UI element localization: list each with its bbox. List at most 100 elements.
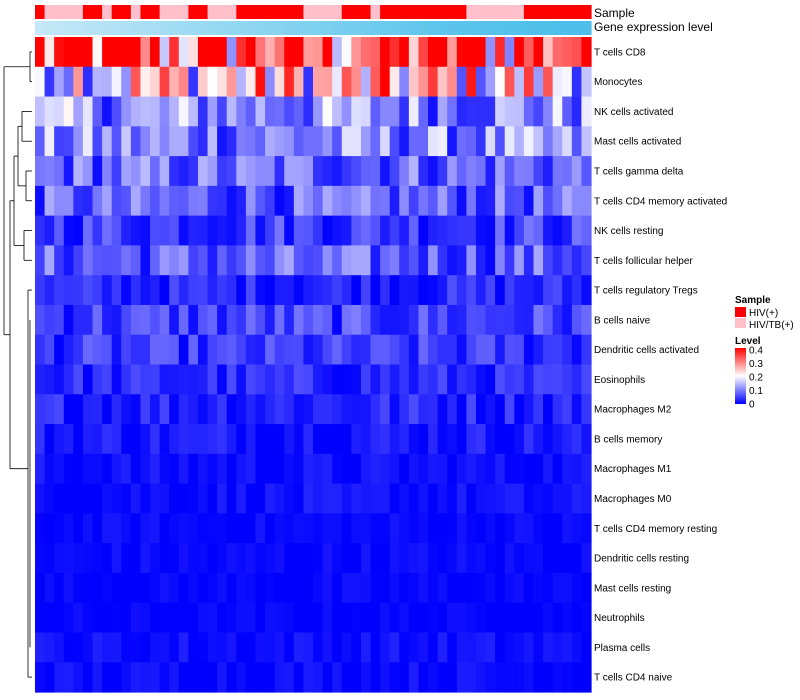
heatmap-cell: [504, 245, 515, 276]
heatmap-cell: [265, 126, 276, 157]
heatmap-cell: [533, 424, 544, 455]
heatmap-cell: [523, 513, 535, 544]
heatmap-cell: [140, 156, 151, 187]
heatmap-cell: [54, 543, 65, 574]
row-label: T cells CD4 naive: [594, 673, 673, 684]
row-label: Mast cells activated: [594, 137, 681, 148]
heatmap-cell: [35, 662, 46, 693]
sample-annotation-cell: [178, 5, 189, 19]
heatmap-cell: [169, 572, 180, 604]
heatmap-cell: [408, 96, 420, 127]
heatmap-cell: [332, 453, 343, 485]
heatmap-cell: [389, 602, 400, 634]
heatmap-cell: [389, 37, 400, 68]
heatmap-cell: [437, 572, 448, 604]
expression-annotation-cell: [495, 21, 506, 35]
heatmap-cell: [408, 394, 420, 425]
heatmap-cell: [562, 513, 573, 544]
expression-annotation-cell: [380, 21, 391, 35]
heatmap-cell: [322, 483, 333, 514]
heatmap-cell: [399, 394, 410, 425]
heatmap-cell: [159, 245, 170, 276]
heatmap-cell: [351, 632, 362, 663]
heatmap-cell: [332, 304, 343, 336]
heatmap-cell: [293, 483, 305, 514]
heatmap-cell: [332, 156, 343, 187]
heatmap-cell: [447, 215, 458, 247]
heatmap-cell: [447, 513, 458, 544]
heatmap-cell: [428, 96, 439, 127]
row-label: Neutrophils: [594, 613, 645, 624]
heatmap-cell: [130, 364, 142, 395]
heatmap-cell: [188, 483, 199, 514]
heatmap-cell: [303, 245, 314, 276]
heatmap-cell: [437, 66, 448, 98]
heatmap-cell: [63, 334, 74, 366]
sample-annotation-cell: [274, 5, 285, 19]
heatmap-cell: [44, 632, 55, 663]
heatmap-cell: [197, 364, 209, 395]
heatmap-cell: [351, 37, 362, 68]
heatmap-cell: [121, 602, 132, 634]
heatmap-cell: [351, 453, 362, 485]
heatmap-cell: [408, 424, 420, 455]
heatmap-cell: [447, 156, 458, 187]
heatmap-cell: [341, 483, 352, 514]
heatmap-cell: [543, 126, 554, 157]
heatmap-cell: [399, 662, 410, 693]
heatmap-cell: [514, 245, 525, 276]
heatmap-cell: [523, 662, 535, 693]
heatmap-cell: [150, 394, 161, 425]
heatmap-cell: [121, 364, 132, 395]
heatmap-cell: [44, 662, 55, 693]
heatmap-cell: [380, 364, 391, 395]
heatmap-cell: [197, 394, 209, 425]
heatmap-cell: [293, 156, 305, 187]
heatmap-cell: [102, 632, 113, 663]
heatmap-cell: [389, 394, 400, 425]
heatmap-cell: [102, 394, 113, 425]
heatmap-cell: [255, 632, 266, 663]
heatmap-cell: [571, 632, 583, 663]
heatmap-cell: [485, 96, 496, 127]
heatmap-cell: [255, 334, 266, 366]
heatmap-cell: [581, 215, 592, 247]
heatmap-cell: [226, 215, 237, 247]
heatmap-cell: [111, 126, 122, 157]
heatmap-cell: [111, 304, 122, 336]
heatmap-cell: [437, 543, 448, 574]
heatmap-cell: [389, 126, 400, 157]
heatmap-cell: [197, 156, 209, 187]
legend-tick-label: 0.2: [749, 373, 763, 384]
heatmap-cell: [303, 513, 314, 544]
legend-label-hivtb: HIV/TB(+): [749, 320, 794, 331]
expression-annotation-cell: [504, 21, 515, 35]
heatmap-cell: [245, 424, 257, 455]
heatmap-cell: [562, 453, 573, 485]
heatmap-cell: [447, 126, 458, 157]
heatmap-cell: [265, 394, 276, 425]
heatmap-cell: [332, 662, 343, 693]
heatmap-cell: [197, 126, 209, 157]
heatmap-cell: [504, 483, 515, 514]
heatmap-cell: [533, 96, 544, 127]
heatmap-cell: [428, 364, 439, 395]
heatmap-cell: [159, 364, 170, 395]
heatmap-cell: [408, 513, 420, 544]
heatmap-cell: [35, 364, 46, 395]
heatmap-cell: [475, 662, 487, 693]
heatmap-cell: [370, 245, 381, 276]
heatmap-cell: [92, 334, 103, 366]
heatmap-cell: [399, 334, 410, 366]
heatmap-cell: [332, 334, 343, 366]
heatmap-cell: [533, 156, 544, 187]
heatmap-cell: [150, 126, 161, 157]
heatmap-cell: [226, 304, 237, 336]
row-label: Monocytes: [594, 77, 642, 88]
heatmap-cell: [389, 334, 400, 366]
heatmap-cell: [82, 334, 94, 366]
heatmap-cell: [73, 304, 84, 336]
heatmap-cell: [63, 96, 74, 127]
heatmap-cell: [178, 215, 189, 247]
row-label: T cells CD8: [594, 47, 646, 58]
